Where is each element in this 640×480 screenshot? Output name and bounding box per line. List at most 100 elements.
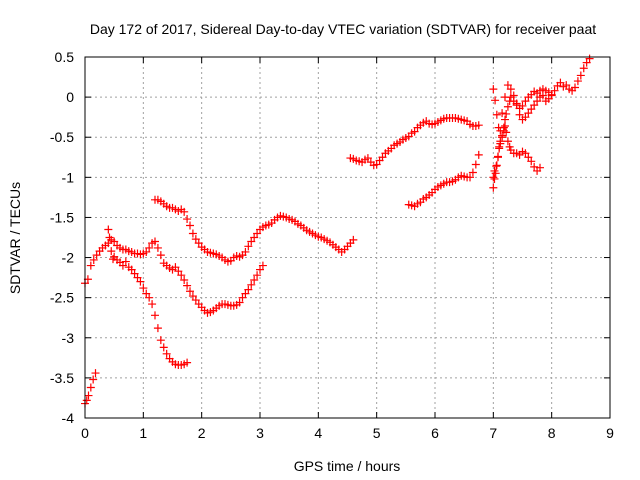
data-point <box>250 276 259 285</box>
data-point <box>247 280 256 289</box>
series-arc-8 <box>489 121 544 182</box>
series-arc-1 <box>81 369 100 408</box>
data-point <box>530 101 539 110</box>
y-tick-label: -1.5 <box>50 209 74 225</box>
data-point <box>133 273 142 282</box>
data-point <box>92 251 101 260</box>
series-arc-5 <box>346 113 483 170</box>
data-point <box>489 183 498 192</box>
data-point <box>191 296 200 305</box>
data-point <box>496 126 505 135</box>
data-point <box>502 128 511 137</box>
data-point <box>253 271 262 280</box>
data-point <box>530 162 539 171</box>
y-tick-label: -1 <box>62 169 75 185</box>
data-point <box>156 251 165 260</box>
series-arc-4 <box>151 195 358 266</box>
data-point <box>579 64 588 73</box>
data-point <box>250 233 259 242</box>
data-point <box>84 391 93 400</box>
data-point <box>151 237 159 246</box>
data-point <box>171 263 180 272</box>
data-point <box>474 150 483 159</box>
data-point <box>474 121 483 130</box>
data-point <box>162 349 171 358</box>
series-arc-9 <box>489 81 556 135</box>
x-axis-label: GPS time / hours <box>294 458 401 474</box>
data-point <box>547 91 556 100</box>
data-point <box>571 83 579 92</box>
data-point <box>183 358 192 367</box>
data-point <box>502 109 511 118</box>
data-point <box>550 86 559 95</box>
data-point <box>496 139 505 148</box>
data-point <box>556 78 565 87</box>
data-point <box>378 153 387 162</box>
data-point <box>518 101 527 110</box>
x-tick-label: 4 <box>314 425 322 441</box>
data-point <box>363 154 372 163</box>
data-point <box>86 383 95 392</box>
plot-frame <box>84 56 611 419</box>
data-point <box>490 174 499 183</box>
y-tick-label: -2 <box>62 250 75 266</box>
y-tick-label: -0.5 <box>50 129 74 145</box>
data-point <box>188 292 197 301</box>
data-point <box>241 247 250 256</box>
data-point <box>498 109 507 118</box>
data-point <box>105 233 114 242</box>
data-point <box>142 289 151 298</box>
x-tick-label: 2 <box>198 425 206 441</box>
data-point <box>253 229 262 238</box>
data-point <box>521 97 530 106</box>
data-point <box>509 91 518 100</box>
data-point <box>156 336 165 345</box>
data-point <box>503 81 512 90</box>
data-point <box>533 97 542 106</box>
x-tick-label: 6 <box>431 425 439 441</box>
data-point <box>183 281 192 290</box>
data-point <box>489 85 498 94</box>
x-tick-label: 3 <box>256 425 264 441</box>
data-point <box>186 287 194 296</box>
data-point <box>130 269 139 278</box>
data-point <box>145 243 154 252</box>
data-point <box>151 311 159 320</box>
data-point <box>139 284 148 293</box>
data-point <box>177 271 186 280</box>
data-point <box>503 137 512 146</box>
y-tick-label: -4 <box>62 410 75 426</box>
data-point <box>244 242 253 251</box>
data-point <box>576 71 585 80</box>
data-point <box>153 324 162 333</box>
data-point <box>492 162 501 171</box>
data-point <box>153 243 162 252</box>
y-axis-label: SDTVAR / TECUs <box>7 182 23 294</box>
data-point <box>118 261 127 270</box>
data-point <box>127 265 136 274</box>
data-point <box>148 300 157 309</box>
data-point <box>536 163 544 172</box>
data-point <box>506 85 515 94</box>
x-tick-label: 1 <box>139 425 147 441</box>
data-points <box>81 54 594 408</box>
data-point <box>136 277 145 286</box>
data-point <box>258 261 267 270</box>
data-point <box>521 149 530 158</box>
series-arc-3 <box>104 225 192 370</box>
data-point <box>349 235 358 244</box>
data-point <box>512 99 521 108</box>
data-point <box>107 247 116 256</box>
x-tick-labels: 0 1 2 3 4 5 6 7 8 9 <box>81 425 614 441</box>
data-point <box>89 255 98 264</box>
data-point <box>494 152 502 161</box>
data-point <box>244 285 253 294</box>
data-point <box>524 109 533 118</box>
data-point <box>180 276 189 285</box>
series-arc-6 <box>404 150 483 211</box>
series-arc-2 <box>81 235 267 317</box>
data-point <box>256 265 264 274</box>
data-point <box>89 375 98 384</box>
data-point <box>91 369 100 378</box>
data-point <box>86 261 95 270</box>
